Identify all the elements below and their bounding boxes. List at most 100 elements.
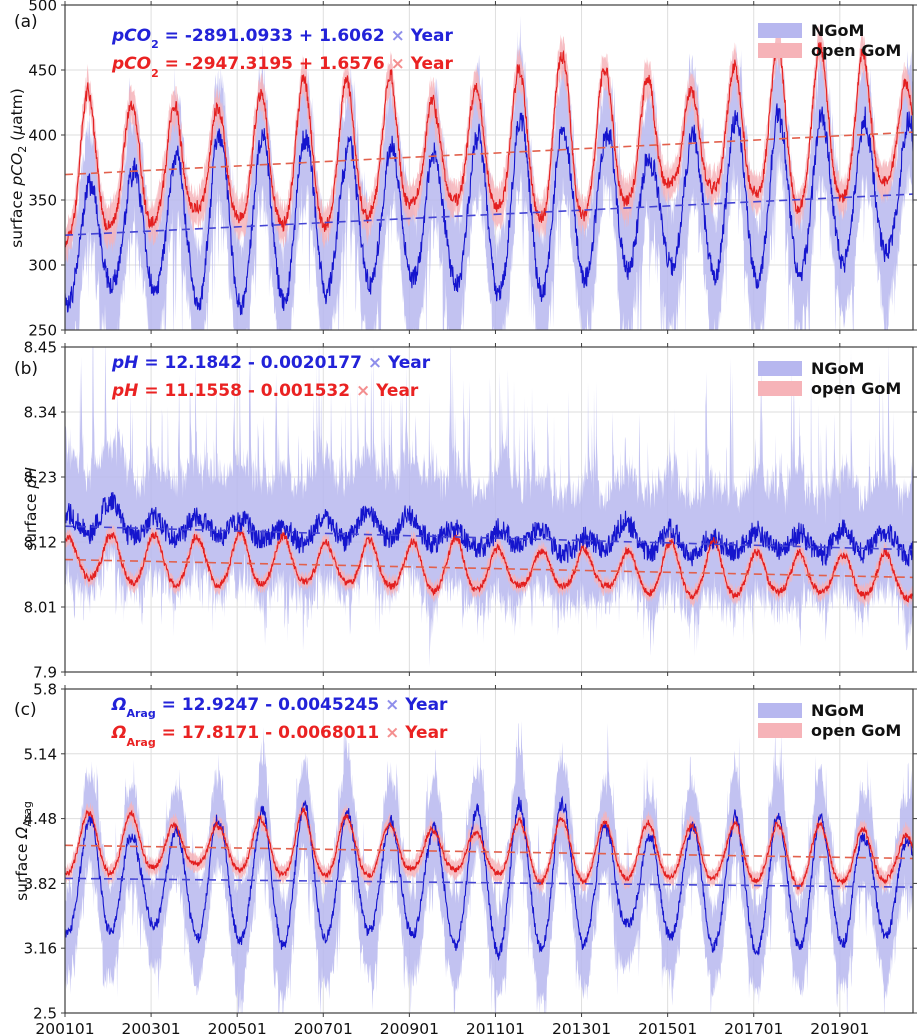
x-tick-label: 200701 bbox=[294, 1020, 353, 1034]
ngom-uncertainty-band bbox=[65, 347, 913, 667]
y-tick-label: 7.9 bbox=[33, 664, 57, 682]
eq-tail: Year bbox=[382, 353, 431, 373]
opengom-uncertainty-band bbox=[65, 523, 913, 609]
y-tick-label: 8.34 bbox=[24, 404, 57, 422]
legend-b: NGoM open GoM bbox=[758, 358, 901, 398]
eq-tail: Year bbox=[399, 695, 448, 715]
opengom-swatch bbox=[758, 42, 802, 58]
legend-a: NGoM open GoM bbox=[758, 20, 901, 60]
opengom-uncertainty-band bbox=[65, 799, 913, 897]
x-tick-label: 201301 bbox=[552, 1020, 611, 1034]
legend-label-ngom: NGoM bbox=[811, 358, 865, 378]
y-tick-label: 3.16 bbox=[24, 940, 57, 958]
y-tick-label: 300 bbox=[28, 257, 57, 275]
eq-tail: Year bbox=[370, 381, 419, 402]
y-tick-label: 8.01 bbox=[24, 599, 57, 617]
y-axis-label-part: 2 bbox=[16, 145, 29, 153]
opengom-swatch bbox=[758, 380, 802, 396]
equation-c-opengom: ΩArag = 17.8171 - 0.0068011 × Year bbox=[112, 722, 447, 750]
opengom-mean-line bbox=[65, 529, 913, 604]
eq-times: × bbox=[385, 695, 400, 715]
y-tick-label: 2.5 bbox=[33, 1005, 57, 1023]
x-tick-label: 200301 bbox=[122, 1020, 181, 1034]
y-axis-label-part: surface bbox=[8, 185, 26, 248]
legend-item-ngom: NGoM bbox=[758, 358, 901, 378]
ngom-swatch bbox=[758, 702, 802, 718]
eq-tail: Year bbox=[404, 26, 453, 46]
opengom-trend-line bbox=[65, 558, 913, 579]
eq-sub: 2 bbox=[151, 38, 159, 52]
y-axis-label-part: Arag bbox=[21, 801, 34, 827]
x-tick-label: 201501 bbox=[638, 1020, 697, 1034]
eq-body: = 11.1558 - 0.001532 bbox=[138, 381, 356, 402]
eq-body: = 12.1842 - 0.0020177 bbox=[138, 353, 368, 373]
legend-item-opengom: open GoM bbox=[758, 720, 901, 740]
equation-b-ngom: pH = 12.1842 - 0.0020177 × Year bbox=[112, 352, 430, 380]
legend-item-ngom: NGoM bbox=[758, 20, 901, 40]
y-axis-label-part: ( bbox=[8, 134, 26, 146]
eq-sub: Arag bbox=[126, 735, 156, 749]
eq-times: × bbox=[385, 723, 400, 744]
eq-times: × bbox=[356, 381, 371, 402]
eq-times: × bbox=[390, 26, 405, 46]
ngom-uncertainty-band bbox=[65, 720, 913, 1013]
x-tick-label: 201101 bbox=[466, 1020, 525, 1034]
x-tick-label: 201701 bbox=[724, 1020, 783, 1034]
eq-var: pCO bbox=[112, 54, 152, 75]
opengom-mean-line bbox=[65, 42, 913, 248]
legend-label-opengom: open GoM bbox=[811, 40, 902, 60]
y-axis-label-part: surface bbox=[22, 488, 40, 551]
x-tick-label: 200901 bbox=[380, 1020, 439, 1034]
eq-tail: Year bbox=[399, 723, 448, 744]
y-tick-label: 5.14 bbox=[24, 745, 57, 763]
legend-c: NGoM open GoM bbox=[758, 700, 901, 740]
eq-times: × bbox=[390, 54, 405, 75]
legend-item-opengom: open GoM bbox=[758, 378, 901, 398]
eq-var: pH bbox=[112, 381, 139, 402]
equation-c-ngom: ΩArag = 12.9247 - 0.0045245 × Year bbox=[112, 694, 447, 722]
panel-b: 7.9 8.01 8.12 8.23 8.34 8.45 (b) surface pH p… bbox=[0, 339, 922, 688]
ngom-mean-line bbox=[65, 103, 913, 316]
x-tick-label: 201901 bbox=[810, 1020, 869, 1034]
eq-body: = 12.9247 - 0.0045245 bbox=[155, 695, 386, 715]
opengom-mean-line bbox=[65, 807, 913, 891]
y-tick-label: 3.82 bbox=[24, 875, 57, 893]
opengom-trend-line bbox=[65, 844, 913, 860]
y-tick-label: 8.12 bbox=[24, 534, 57, 552]
legend-item-opengom: open GoM bbox=[758, 40, 901, 60]
panel-label-a: (a) bbox=[14, 12, 38, 32]
equations-c: ΩArag = 12.9247 - 0.0045245 × Year ΩArag… bbox=[112, 694, 447, 751]
x-tick-label: 200101 bbox=[35, 1020, 94, 1034]
y-tick-label: 400 bbox=[28, 127, 57, 145]
plot-contents bbox=[65, 347, 913, 672]
eq-var: Ω bbox=[112, 723, 127, 744]
ngom-swatch bbox=[758, 22, 802, 38]
y-axis-label-part: pH bbox=[22, 467, 40, 489]
x-tick-label: 200501 bbox=[208, 1020, 267, 1034]
eq-var: Ω bbox=[112, 695, 127, 715]
legend-label-ngom: NGoM bbox=[811, 700, 865, 720]
opengom-uncertainty-band bbox=[65, 21, 913, 264]
y-tick-label: 4.48 bbox=[24, 810, 57, 828]
eq-times: × bbox=[367, 353, 383, 373]
panel-c: 2.5 3.16 3.82 4.48 5.14 5.8 200101 200301 200501… bbox=[0, 681, 922, 1034]
y-axis-label-a: surface pCO2 (µatm) bbox=[8, 88, 29, 248]
ngom-trend-line bbox=[65, 525, 913, 551]
eq-var: pH bbox=[112, 353, 139, 373]
y-axis-label-part: atm) bbox=[8, 88, 26, 125]
panel-label-b: (b) bbox=[14, 359, 39, 379]
y-axis-label-part: surface bbox=[13, 838, 31, 901]
y-tick-label: 350 bbox=[28, 192, 57, 210]
y-tick-label: 5.8 bbox=[33, 681, 57, 699]
y-axis-label-b: surface pH bbox=[22, 467, 40, 551]
eq-body: = -2947.3195 + 1.6576 bbox=[158, 54, 391, 75]
axes-frame bbox=[64, 688, 914, 1014]
eq-body: = -2891.0933 + 1.6062 bbox=[158, 26, 391, 46]
legend-item-ngom: NGoM bbox=[758, 700, 901, 720]
legend-label-opengom: open GoM bbox=[811, 378, 902, 398]
axes-frame bbox=[64, 4, 914, 331]
y-tick-label: 8.23 bbox=[24, 469, 57, 487]
plot-area-b: 7.9 8.01 8.12 8.23 8.34 8.45 bbox=[24, 339, 917, 682]
ngom-swatch bbox=[758, 360, 802, 376]
